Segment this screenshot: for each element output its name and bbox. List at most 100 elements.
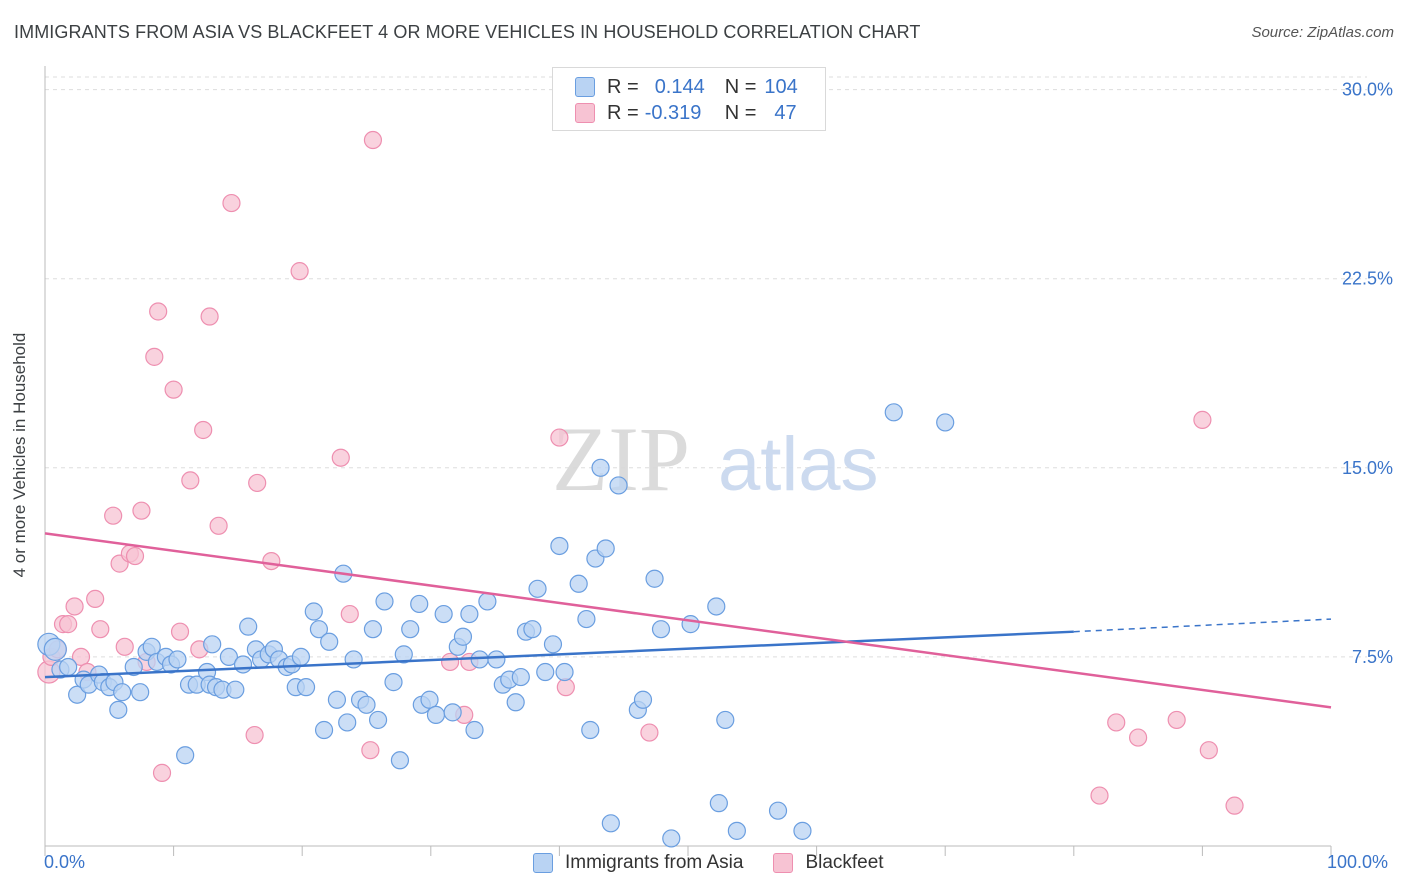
blackfeet-point — [222, 193, 241, 213]
y-axis-label: 4 or more Vehicles in Household — [10, 332, 29, 578]
blackfeet-point — [550, 428, 569, 447]
legend-row-blackfeet: R = -0.319 N = 47 — [575, 101, 797, 125]
blackfeet-point — [245, 725, 264, 745]
asia-point — [401, 620, 420, 639]
blackfeet-point — [290, 262, 309, 281]
asia-point — [142, 637, 161, 656]
asia-point — [219, 647, 238, 667]
blackfeet-point — [556, 678, 575, 697]
asia-point — [569, 574, 588, 593]
asia-point — [662, 829, 681, 848]
asia-point — [536, 662, 555, 682]
blackfeet-point — [262, 551, 281, 571]
asia-point — [716, 710, 735, 730]
asia-point — [420, 690, 439, 709]
asia-point — [357, 695, 376, 714]
asia-point — [203, 635, 222, 654]
blackfeet-point — [1090, 786, 1109, 805]
blackfeet-point — [59, 615, 78, 634]
legend-n-label: N = — [724, 101, 757, 124]
asia-point — [394, 645, 413, 664]
blackfeet-point — [149, 302, 168, 321]
legend-r-label: R = — [607, 75, 639, 98]
blackfeet-point — [145, 347, 164, 366]
asia-point — [320, 632, 339, 651]
asia-point — [506, 693, 525, 712]
blackfeet-point — [164, 380, 183, 399]
asia-point — [239, 617, 258, 636]
x-tick-label-left: 0.0% — [44, 852, 86, 872]
asia-point — [596, 539, 615, 558]
grid-lines — [45, 76, 1367, 658]
asia-point — [309, 620, 329, 639]
legend-r-value-asia: 0.144 — [654, 75, 705, 98]
blackfeet-point — [125, 546, 145, 566]
y-tick-label: 15.0% — [1342, 458, 1393, 478]
blackfeet-point — [1167, 710, 1186, 730]
legend-n-value-blackfeet: 47 — [774, 101, 797, 124]
blackfeet-point — [248, 473, 267, 493]
blackfeet-point — [1225, 796, 1244, 815]
blackfeet-point — [209, 516, 228, 535]
asia-point — [528, 579, 547, 598]
watermark-zip: ZIP — [552, 408, 690, 510]
legend-row-asia: R = 0.144 N = 104 — [575, 75, 798, 99]
asia-point — [460, 604, 479, 624]
asia-point — [338, 713, 357, 732]
correlation-legend: R = 0.144 N = 104 R = -0.319 N = 47 — [552, 67, 826, 131]
legend-swatch-blackfeet — [575, 103, 595, 123]
asia-point — [124, 657, 143, 677]
asia-point — [291, 647, 311, 667]
asia-point — [434, 604, 453, 624]
asia-trend-line — [44, 630, 1074, 679]
blackfeet-trend-line — [44, 532, 1332, 709]
blackfeet-point — [1193, 410, 1212, 429]
blackfeet-point — [200, 307, 219, 326]
asia-point — [884, 403, 903, 422]
asia-point — [226, 680, 245, 699]
asia-point — [555, 662, 574, 682]
asia-point — [390, 751, 410, 770]
blackfeet-point — [640, 723, 659, 742]
asia-points — [37, 403, 955, 848]
blackfeet-point — [91, 620, 110, 639]
blackfeet-point — [181, 471, 200, 490]
blackfeet-point — [65, 597, 84, 616]
asia-point — [453, 627, 473, 646]
y-tick-label: 30.0% — [1342, 80, 1393, 100]
blackfeet-point — [104, 506, 123, 525]
bottom-legend-asia: Immigrants from Asia — [565, 852, 744, 873]
asia-point — [233, 655, 253, 674]
asia-point — [727, 821, 746, 840]
blackfeet-point — [132, 501, 151, 520]
asia-point — [131, 683, 150, 702]
asia-point — [368, 710, 388, 730]
asia-point — [543, 635, 563, 654]
blackfeet-point — [1128, 728, 1148, 747]
blackfeet-point — [71, 647, 91, 667]
asia-point — [707, 597, 726, 616]
asia-point — [363, 620, 383, 639]
asia-point — [109, 700, 128, 719]
asia-point — [609, 476, 628, 495]
asia-point — [591, 458, 610, 477]
asia-point — [327, 690, 347, 709]
blackfeet-point — [86, 589, 105, 609]
asia-point — [168, 650, 187, 669]
asia-point — [304, 602, 323, 621]
asia-point — [465, 720, 484, 740]
trend-lines — [44, 532, 1332, 709]
asia-point — [59, 657, 78, 677]
asia-point — [645, 569, 664, 588]
asia-point — [314, 720, 334, 740]
asia-point — [681, 615, 700, 634]
asia-point — [443, 703, 462, 722]
blackfeet-point — [115, 637, 134, 656]
x-tick-label-right: 100.0% — [1327, 852, 1389, 872]
asia-point — [577, 609, 596, 629]
asia-point — [344, 650, 363, 669]
asia-point — [633, 690, 653, 709]
legend-n-label: N = — [724, 75, 757, 98]
bottom-legend-blackfeet: Blackfeet — [805, 852, 884, 873]
